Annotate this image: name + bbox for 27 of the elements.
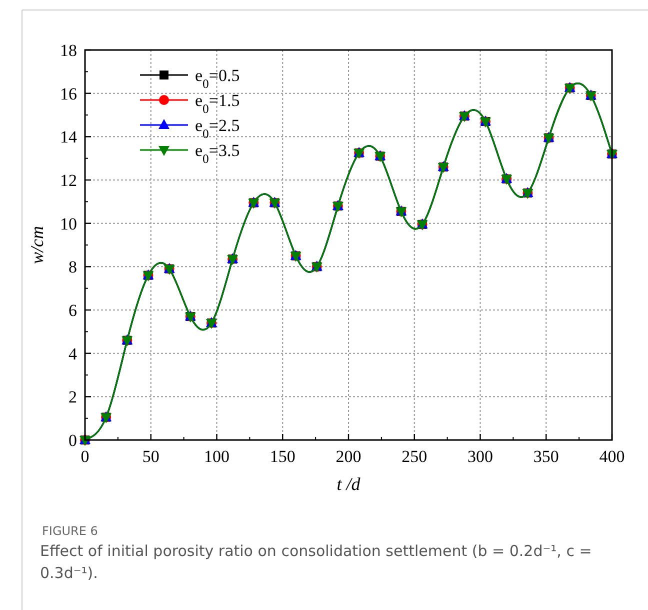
x-tick-label: 200 (336, 447, 362, 466)
y-tick-label: 6 (68, 301, 77, 320)
x-tick-label: 250 (402, 447, 428, 466)
x-tick-label: 100 (204, 447, 230, 466)
x-tick-label: 400 (599, 447, 625, 466)
x-tick-label: 300 (468, 447, 493, 466)
x-tick-label: 50 (142, 447, 160, 466)
text: Effect of initial porosity ratio on consolidation settlement (b = 0.2d⁻¹, c = 0.3d⁻¹). (40, 541, 593, 584)
y-tick-label: 12 (60, 171, 77, 190)
y-tick-label: 18 (60, 41, 77, 60)
legend-label: e$_{0}$=1.5 (195, 91, 240, 116)
x-tick-label: 350 (533, 447, 559, 466)
caption: FIGURE 6 (42, 524, 98, 538)
y-axis-title: w/cm (27, 226, 47, 264)
x-axis-title: t /d (336, 474, 362, 494)
legend-label: e$_{0}$=2.5 (195, 116, 240, 141)
y-tick-label: 2 (68, 388, 77, 407)
y-tick-label: 0 (68, 431, 77, 450)
x-tick-label: 150 (270, 447, 296, 466)
x-tick-label: 0 (80, 447, 90, 466)
legend-label: e$_{0}$=0.5 (195, 66, 240, 91)
y-tick-label: 8 (68, 258, 77, 277)
y-tick-label: 16 (60, 84, 77, 104)
y-tick-label: 4 (68, 344, 78, 364)
legend-label: e$_{0}$=3.5 (195, 141, 240, 166)
y-tick-label: 10 (60, 214, 77, 234)
y-tick-label: 14 (60, 128, 78, 147)
